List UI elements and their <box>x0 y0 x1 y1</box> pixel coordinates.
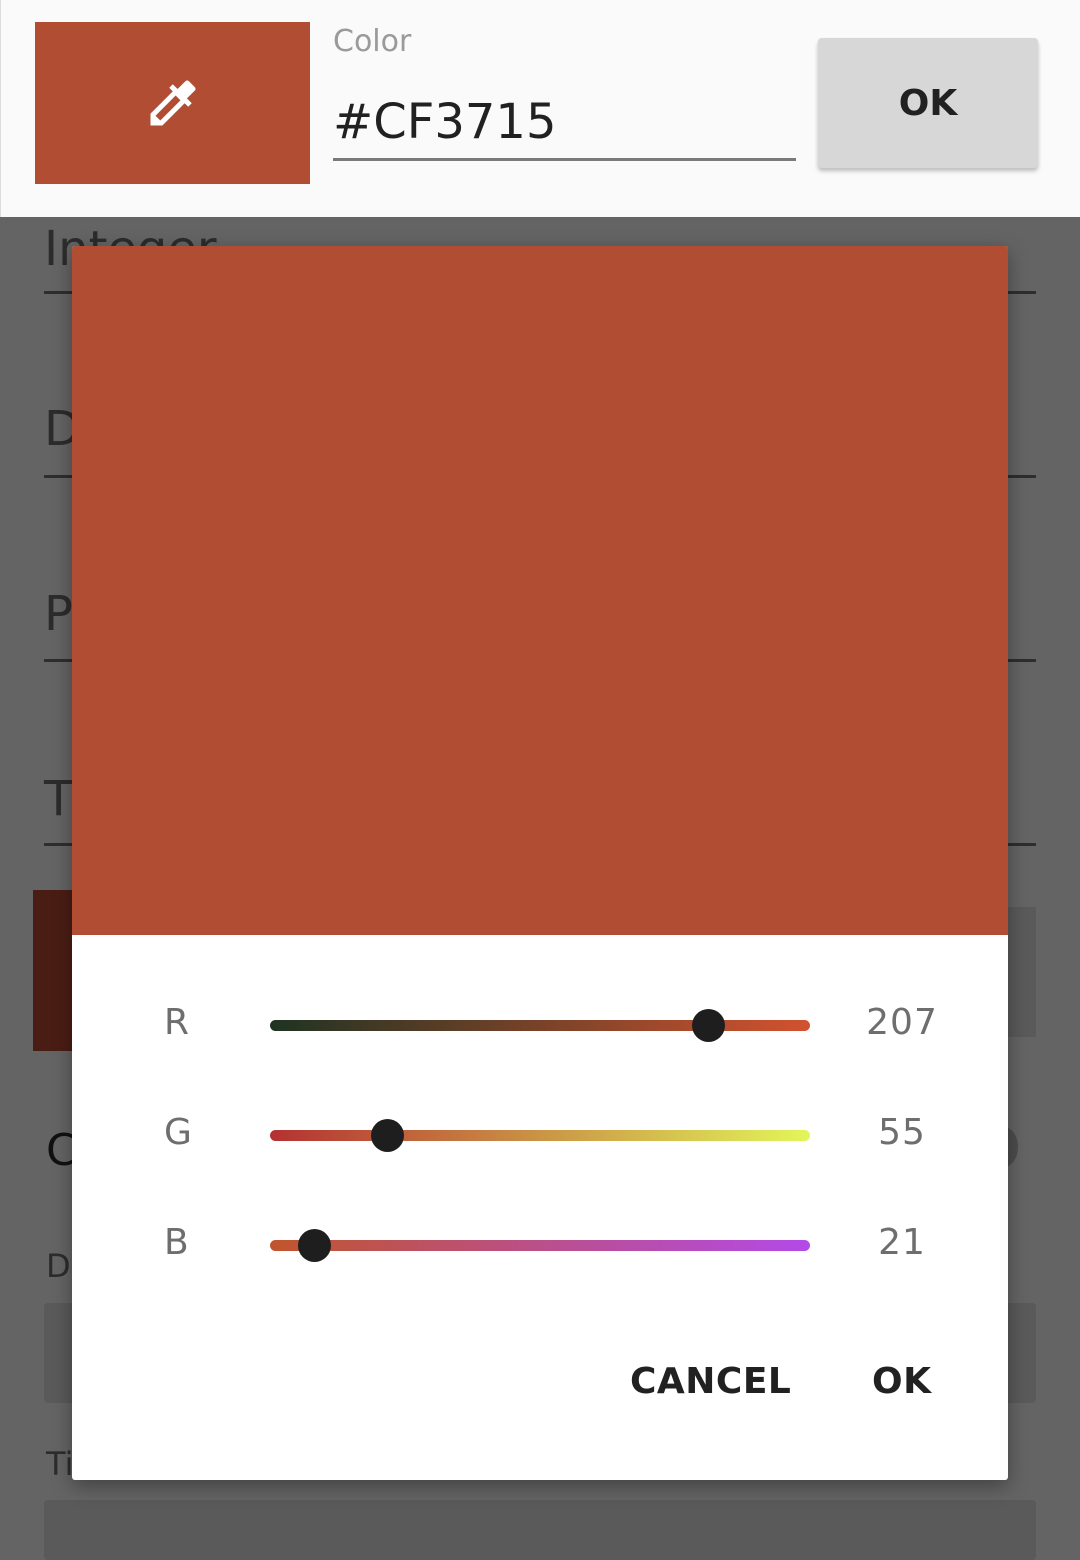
green-slider[interactable] <box>270 1119 810 1152</box>
color-field-label: Color <box>333 24 412 59</box>
dialog-ok-button[interactable]: OK <box>872 1361 932 1402</box>
red-channel-label: R <box>164 1002 190 1043</box>
cancel-button[interactable]: CANCEL <box>630 1361 792 1402</box>
background-field-label: P <box>44 586 73 642</box>
color-swatch-button[interactable] <box>35 22 310 184</box>
background-label-ti: Ti <box>46 1445 74 1483</box>
green-slider-thumb[interactable] <box>370 1119 404 1152</box>
background-input <box>44 1500 1036 1560</box>
green-channel-row: G 55 <box>72 1106 1008 1166</box>
red-slider-thumb[interactable] <box>691 1009 725 1042</box>
blue-channel-value: 21 <box>878 1222 926 1263</box>
green-channel-label: G <box>164 1112 192 1153</box>
red-channel-row: R 207 <box>72 996 1008 1056</box>
rgb-color-dialog: R 207 G 55 B 21 CANCEL OK <box>72 246 1008 1480</box>
background-field-label: T <box>44 771 74 827</box>
color-picker-bar: Color OK <box>0 0 1080 217</box>
green-channel-value: 55 <box>878 1112 926 1153</box>
blue-slider[interactable] <box>270 1229 810 1262</box>
red-channel-value: 207 <box>866 1002 938 1043</box>
background-label-c: C <box>46 1125 77 1176</box>
blue-channel-label: B <box>164 1222 189 1263</box>
red-slider[interactable] <box>270 1009 810 1042</box>
color-preview <box>72 246 1008 935</box>
eyedropper-icon <box>150 80 196 126</box>
blue-channel-row: B 21 <box>72 1216 1008 1276</box>
color-hex-input[interactable] <box>333 86 796 161</box>
top-ok-button[interactable]: OK <box>818 38 1038 168</box>
blue-slider-thumb[interactable] <box>298 1229 332 1262</box>
background-color-swatch <box>33 890 78 1051</box>
